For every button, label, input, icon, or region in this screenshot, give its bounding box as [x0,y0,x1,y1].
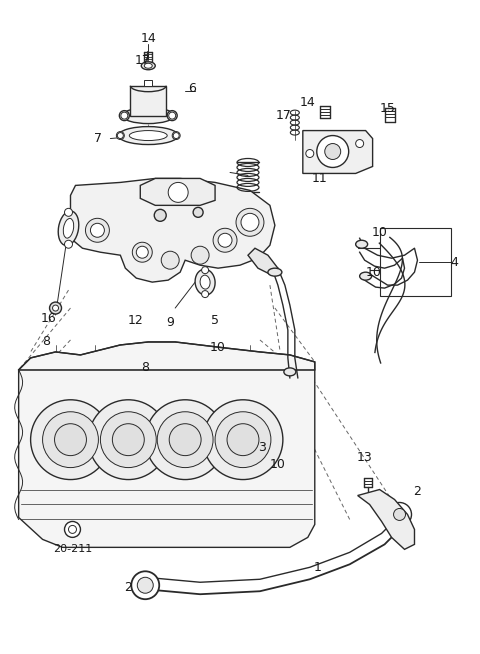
Text: 9: 9 [166,315,174,328]
Polygon shape [248,249,278,275]
Text: 10: 10 [372,226,387,239]
Circle shape [52,305,59,311]
Circle shape [88,400,168,479]
Text: 20-211: 20-211 [53,544,92,555]
Circle shape [55,424,86,456]
Circle shape [169,424,201,456]
Circle shape [132,242,152,262]
Text: 12: 12 [127,313,143,326]
Ellipse shape [167,111,177,120]
Circle shape [203,400,283,479]
Circle shape [241,213,259,232]
Text: 4: 4 [450,256,458,269]
Ellipse shape [268,268,282,276]
Circle shape [90,223,104,237]
Circle shape [64,521,81,538]
Circle shape [145,400,225,479]
Polygon shape [358,490,415,549]
Circle shape [356,139,364,148]
Text: 1: 1 [314,560,322,574]
Circle shape [64,240,72,249]
Circle shape [137,577,153,593]
Circle shape [43,412,98,468]
Circle shape [191,247,209,264]
Text: 13: 13 [357,451,372,464]
Circle shape [306,150,314,158]
Ellipse shape [356,240,368,249]
Text: 2: 2 [124,581,132,594]
Circle shape [69,525,76,534]
Bar [380,228,451,296]
Circle shape [173,133,179,139]
Circle shape [317,135,348,167]
Circle shape [49,302,61,314]
Text: 17: 17 [134,54,150,67]
Circle shape [161,251,179,269]
Circle shape [394,508,406,521]
Ellipse shape [116,131,124,139]
Circle shape [112,424,144,456]
Text: 3: 3 [258,441,266,454]
Ellipse shape [284,368,296,376]
Text: 6: 6 [188,82,196,95]
Text: 8: 8 [141,362,149,374]
Circle shape [218,233,232,247]
Text: 14: 14 [300,96,316,109]
Polygon shape [19,342,315,370]
Circle shape [387,502,411,526]
Ellipse shape [200,275,210,289]
Text: 17: 17 [276,109,292,122]
Circle shape [202,290,209,298]
Circle shape [193,207,203,217]
Circle shape [85,218,109,242]
Ellipse shape [195,269,215,295]
Ellipse shape [122,108,174,124]
Circle shape [31,400,110,479]
Ellipse shape [119,127,178,145]
Circle shape [215,412,271,468]
Text: 14: 14 [140,32,156,45]
Text: 5: 5 [211,313,219,326]
Polygon shape [130,86,166,116]
Circle shape [154,209,166,221]
Ellipse shape [63,218,74,238]
Ellipse shape [129,131,167,141]
Circle shape [157,412,213,468]
Text: 15: 15 [380,102,396,115]
Circle shape [100,412,156,468]
Text: 16: 16 [41,311,57,324]
Circle shape [202,267,209,273]
Ellipse shape [141,61,155,70]
Circle shape [132,572,159,599]
Text: 10: 10 [210,341,226,354]
Text: 2: 2 [414,485,421,498]
Ellipse shape [172,131,180,139]
Circle shape [121,112,128,119]
Text: 8: 8 [43,336,50,349]
Polygon shape [303,131,372,173]
Circle shape [213,228,237,252]
Text: 7: 7 [95,132,102,145]
Circle shape [117,133,123,139]
Circle shape [168,112,176,119]
Circle shape [227,424,259,456]
Ellipse shape [120,111,129,120]
Polygon shape [19,370,315,547]
Bar [144,80,152,86]
Text: 11: 11 [312,172,328,185]
Text: 10: 10 [270,458,286,471]
Ellipse shape [360,272,372,280]
Ellipse shape [58,211,79,245]
Circle shape [64,209,72,216]
Circle shape [136,247,148,258]
Ellipse shape [144,63,152,68]
Circle shape [325,143,341,160]
Polygon shape [71,179,275,282]
Text: 10: 10 [366,266,382,279]
Circle shape [168,182,188,202]
Ellipse shape [389,506,410,523]
Polygon shape [140,179,215,205]
Circle shape [236,209,264,236]
